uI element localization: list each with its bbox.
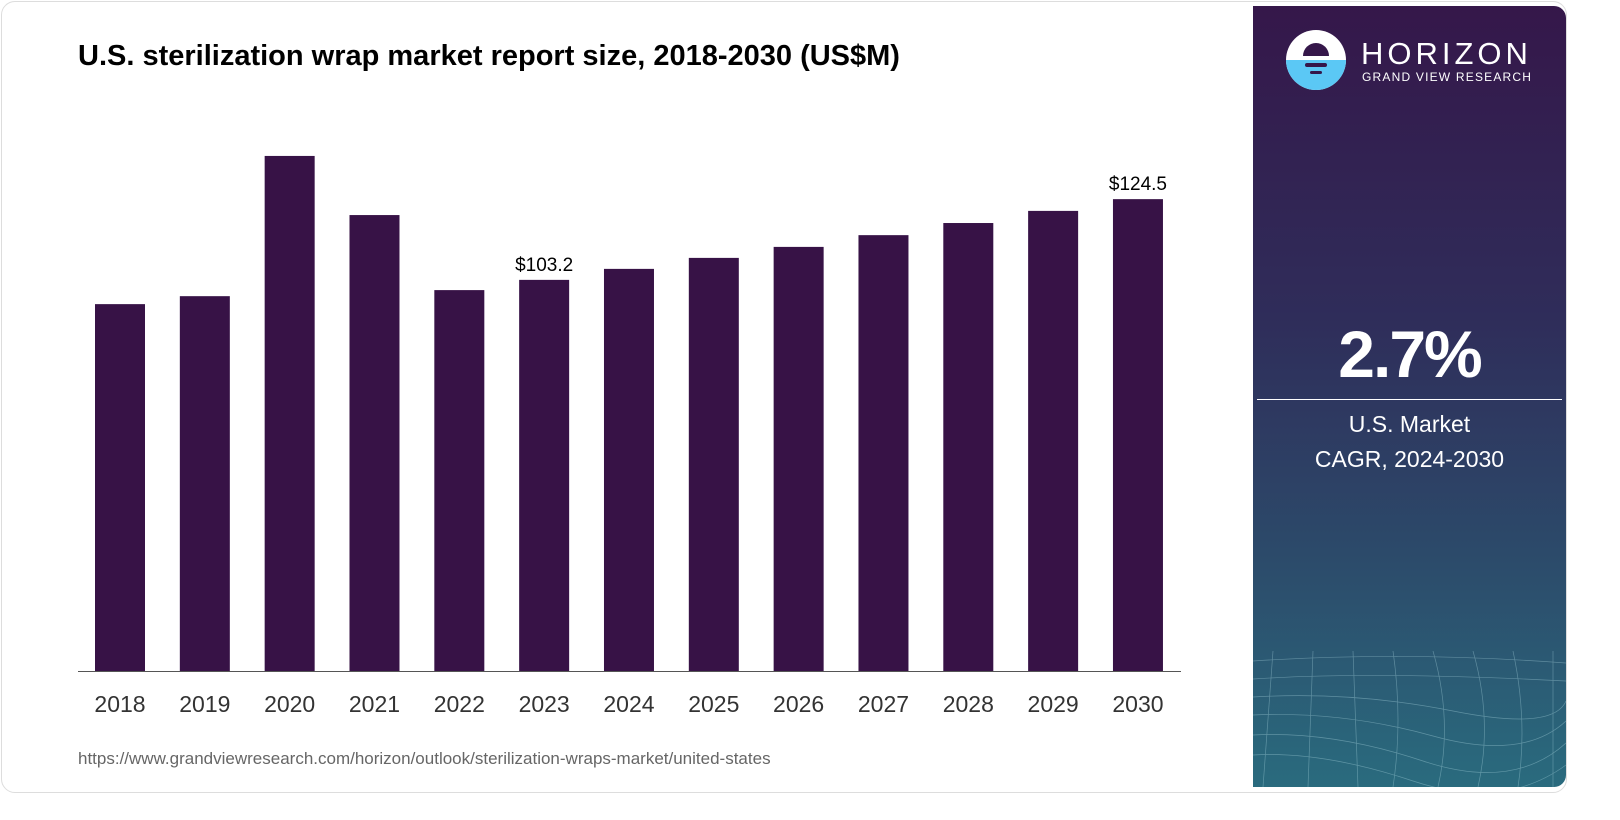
bar-2022: [434, 290, 485, 671]
x-tick-label: 2025: [688, 691, 739, 717]
x-tick-label: 2027: [858, 691, 909, 717]
x-tick-label: 2018: [94, 691, 145, 717]
chart-title: U.S. sterilization wrap market report si…: [78, 40, 900, 72]
bar-2018: [95, 304, 145, 671]
brand-subtitle: GRAND VIEW RESEARCH: [1362, 70, 1533, 84]
horizon-logo-icon: [1286, 30, 1346, 90]
x-tick-label: 2024: [603, 691, 654, 717]
bar-2021: [349, 215, 400, 672]
cagr-value: 2.7%: [1338, 317, 1482, 391]
x-tick-label: 2023: [519, 691, 570, 717]
cagr-label-market: U.S. Market: [1348, 411, 1471, 437]
source-url[interactable]: https://www.grandviewresearch.com/horizo…: [78, 749, 771, 768]
cagr-label-period: CAGR, 2024-2030: [1314, 446, 1505, 472]
bar-2025: [688, 257, 739, 671]
x-tick-label: 2022: [434, 691, 485, 717]
bar-2029: [1028, 210, 1079, 672]
bar-2026: [773, 246, 824, 672]
cagr-panel: HORIZON GRAND VIEW RESEARCH 2.7% U.S. Ma…: [1253, 6, 1566, 787]
bar-2024: [603, 268, 654, 671]
mesh-decoration: [1253, 651, 1566, 787]
bar-2020: [264, 155, 315, 672]
brand-name: HORIZON: [1361, 36, 1532, 71]
x-tick-label: 2021: [349, 691, 400, 717]
x-tick-label: 2030: [1112, 691, 1163, 717]
x-tick-label: 2028: [943, 691, 994, 717]
bar-2019: [179, 296, 230, 671]
bar-2028: [943, 223, 994, 671]
divider: [1257, 399, 1562, 400]
data-label: $124.5: [1109, 174, 1167, 195]
x-tick-label: 2029: [1028, 691, 1079, 717]
bar-2030: [1112, 199, 1163, 671]
bar-2023: [519, 279, 570, 671]
bar-chart: 2018 2019 2020 2021 2022 2023 $103.2 2024 2025 20…: [78, 155, 1181, 717]
x-tick-label: 2020: [264, 691, 315, 717]
x-tick-label: 2019: [179, 691, 230, 717]
data-label: $103.2: [515, 255, 573, 276]
x-tick-label: 2026: [773, 691, 824, 717]
bar-2027: [858, 235, 909, 671]
